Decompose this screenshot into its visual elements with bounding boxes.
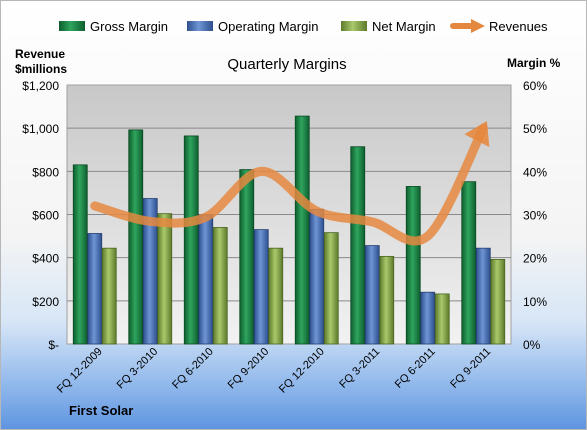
left-axis-ticks: $- $200 $400 $600 $800 $1,000 $1,200 xyxy=(22,79,59,352)
left-axis-title-line1: Revenue xyxy=(15,47,65,61)
right-axis-ticks: 0% 10% 20% 30% 40% 50% 60% xyxy=(523,79,547,352)
bars-group xyxy=(72,115,506,345)
legend-label-net-margin: Net Margin xyxy=(372,19,436,34)
bar-gross-margin xyxy=(294,115,310,345)
bar-gross-margin xyxy=(72,164,88,345)
bar-operating-margin xyxy=(253,229,269,345)
bar-gross-margin xyxy=(239,169,255,345)
legend-swatch-revenues xyxy=(450,19,485,33)
revenues-line xyxy=(90,123,488,246)
left-tick-label: $800 xyxy=(32,165,59,179)
right-tick-label: 30% xyxy=(523,209,547,223)
x-tick-label: FQ 6-2011 xyxy=(393,346,438,391)
revenue-line-group xyxy=(90,121,490,246)
bar-operating-margin xyxy=(87,233,103,345)
legend-swatch-net-margin xyxy=(341,21,367,31)
left-tick-label: $400 xyxy=(32,252,59,266)
x-axis-categories: FQ 12-2009 FQ 3-2010 FQ 6-2010 FQ 9-2010 FQ … xyxy=(55,346,493,396)
x-tick-label: FQ 3-2010 xyxy=(115,346,161,392)
left-tick-label: $200 xyxy=(32,295,59,309)
legend-label-gross-margin: Gross Margin xyxy=(90,19,168,34)
left-tick-label: $- xyxy=(48,338,59,352)
x-tick-label: FQ 6-2010 xyxy=(170,346,216,392)
right-tick-label: 40% xyxy=(523,165,547,179)
bar-net-margin xyxy=(323,232,339,345)
x-tick-label: FQ 12-2010 xyxy=(277,346,327,396)
left-tick-label: $600 xyxy=(32,209,59,223)
legend-label-operating-margin: Operating Margin xyxy=(218,19,318,34)
bar-operating-margin xyxy=(309,208,325,345)
x-tick-label: FQ 9-2011 xyxy=(448,346,493,391)
bar-operating-margin xyxy=(142,198,158,345)
revenues-line-arrowhead xyxy=(464,121,490,148)
bar-gross-margin xyxy=(405,186,421,345)
bar-net-margin xyxy=(101,247,117,345)
bar-gross-margin xyxy=(461,181,477,345)
left-tick-label: $1,200 xyxy=(22,79,59,93)
bar-net-margin xyxy=(212,227,228,345)
chart-title: Quarterly Margins xyxy=(227,56,346,73)
x-tick-label: FQ 3-2011 xyxy=(337,346,382,391)
legend: Gross Margin Operating Margin Net Margin… xyxy=(59,19,548,34)
bar-operating-margin xyxy=(475,247,491,345)
bar-operating-margin xyxy=(420,291,436,345)
right-tick-label: 10% xyxy=(523,295,547,309)
company-label: First Solar xyxy=(69,403,133,418)
left-axis-title-line2: $millions xyxy=(15,62,67,76)
bar-net-margin xyxy=(434,293,450,345)
bar-net-margin xyxy=(379,255,395,345)
bar-gross-margin xyxy=(128,129,144,345)
x-tick-label: FQ 9-2010 xyxy=(226,346,272,392)
right-tick-label: 0% xyxy=(523,338,541,352)
left-tick-label: $1,000 xyxy=(22,122,59,136)
bar-net-margin xyxy=(268,247,284,345)
bar-net-margin xyxy=(490,258,506,345)
legend-swatch-gross-margin xyxy=(59,21,85,31)
right-tick-label: 20% xyxy=(523,252,547,266)
legend-swatch-operating-margin xyxy=(187,21,213,31)
bar-net-margin xyxy=(157,213,173,345)
right-axis-title: Margin % xyxy=(507,56,561,70)
legend-label-revenues: Revenues xyxy=(489,19,548,34)
bar-gross-margin xyxy=(350,146,366,345)
bar-operating-margin xyxy=(364,245,380,345)
bar-gross-margin xyxy=(183,135,199,345)
x-tick-label: FQ 12-2009 xyxy=(55,346,105,396)
right-tick-label: 50% xyxy=(523,122,547,136)
bar-operating-margin xyxy=(198,214,214,345)
right-tick-label: 60% xyxy=(523,79,547,93)
